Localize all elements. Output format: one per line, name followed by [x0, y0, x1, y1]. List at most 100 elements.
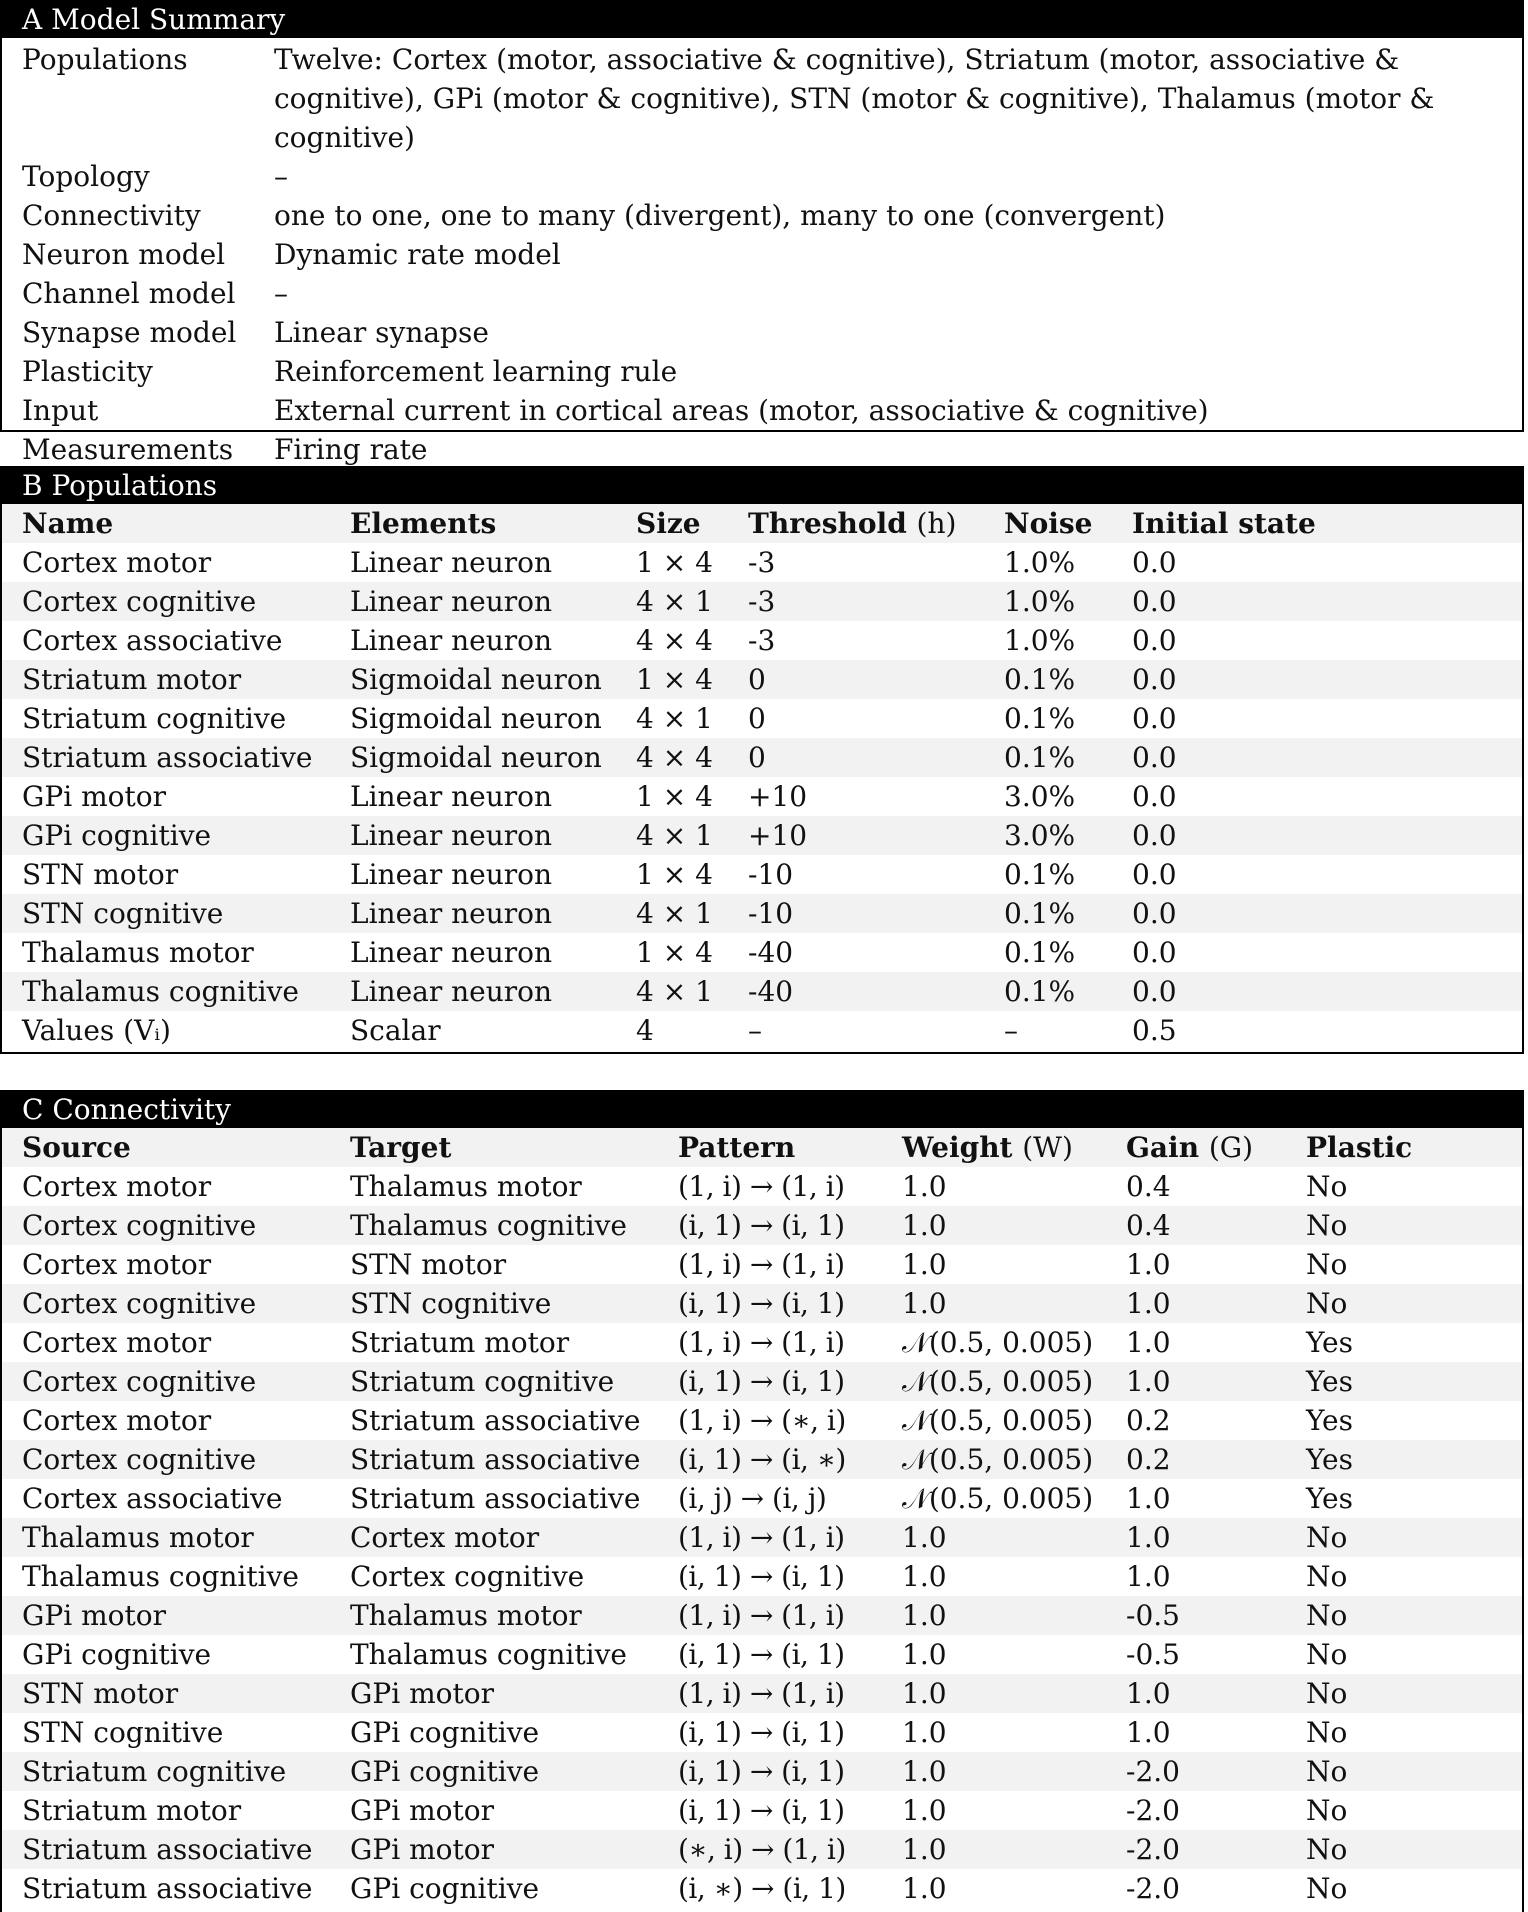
connection-target-cell: Thalamus cognitive: [350, 1209, 627, 1242]
connection-source-cell: Thalamus motor: [22, 1521, 254, 1554]
population-elements-cell: Linear neuron: [350, 858, 553, 891]
connection-gain-cell: -2.0: [1126, 1833, 1180, 1866]
header-source: Source: [22, 1131, 131, 1164]
connection-pattern-cell: (i, 1) → (i, 1): [678, 1287, 845, 1320]
summary-label: Synapse model: [22, 316, 237, 349]
population-elements-cell: Sigmoidal neuron: [350, 663, 602, 696]
summary-row: Connectivity one to one, one to many (div…: [2, 196, 1522, 235]
table-row: GPi cognitive Linear neuron 4 × 1 +10 3.0% 0.…: [2, 816, 1522, 855]
table-row: Striatum associative GPi motor (∗, i) → (1…: [2, 1830, 1522, 1869]
table-row: Striatum associative GPi cognitive (i, ∗) …: [2, 1869, 1522, 1908]
populations-title: B Populations: [2, 468, 1522, 504]
population-name-cell: GPi cognitive: [22, 819, 212, 852]
summary-value: Twelve: Cortex (motor, associative & cog…: [274, 43, 1435, 154]
header-threshold: Threshold (h): [728, 507, 984, 540]
connection-gain-cell: 1.0: [1126, 1287, 1171, 1320]
connection-source-cell: Cortex motor: [22, 1326, 212, 1359]
connection-plastic-cell: No: [1306, 1599, 1348, 1632]
connection-source-cell: Cortex motor: [22, 1404, 212, 1437]
summary-label: Channel model: [22, 277, 236, 310]
population-noise-cell: 1.0%: [1004, 624, 1076, 657]
table-row: Values (Vᵢ) Scalar 4 – – 0.5: [2, 1011, 1522, 1050]
header-name: Name: [22, 507, 114, 540]
table-row: Striatum motor Sigmoidal neuron 1 × 4 0 0.1%…: [2, 660, 1522, 699]
population-initial-cell: 0.0: [1132, 897, 1177, 930]
connection-gain-cell: 1.0: [1126, 1716, 1171, 1749]
connection-plastic-cell: No: [1306, 1794, 1348, 1827]
connection-target-cell: GPi motor: [350, 1833, 494, 1866]
connectivity-title: C Connectivity: [2, 1092, 1522, 1128]
connection-plastic-cell: No: [1306, 1755, 1348, 1788]
connection-weight-cell: 1.0: [902, 1560, 947, 1593]
connection-plastic-cell: No: [1306, 1287, 1348, 1320]
summary-label: Plasticity: [22, 355, 153, 388]
connection-pattern-cell: (i, 1) → (i, 1): [678, 1638, 845, 1671]
connection-source-cell: Cortex cognitive: [22, 1365, 257, 1398]
connection-source-cell: Cortex motor: [22, 1170, 212, 1203]
population-threshold-cell: -40: [748, 975, 794, 1008]
population-initial-cell: 0.0: [1132, 546, 1177, 579]
populations-panel: B Populations Name Elements Size Thresho…: [0, 466, 1524, 1054]
population-threshold-cell: -3: [748, 624, 776, 657]
connection-pattern-cell: (1, i) → (1, i): [678, 1326, 845, 1359]
summary-value: –: [274, 277, 288, 310]
population-elements-cell: Linear neuron: [350, 897, 553, 930]
population-size-cell: 4 × 1: [636, 819, 713, 852]
population-noise-cell: 0.1%: [1004, 897, 1076, 930]
connection-pattern-cell: (1, i) → (1, i): [678, 1170, 845, 1203]
population-threshold-cell: -10: [748, 858, 794, 891]
table-row: Thalamus motor Linear neuron 1 × 4 -40 0.1% 0…: [2, 933, 1522, 972]
summary-row: Synapse model Linear synapse: [2, 313, 1522, 352]
connection-plastic-cell: No: [1306, 1872, 1348, 1905]
summary-value: one to one, one to many (divergent), man…: [274, 199, 1166, 232]
table-row: Cortex motor Linear neuron 1 × 4 -3 1.0% 0.0: [2, 543, 1522, 582]
population-threshold-cell: 0: [748, 663, 766, 696]
header-plastic: Plastic: [1306, 1131, 1413, 1164]
connection-target-cell: Striatum motor: [350, 1326, 570, 1359]
connection-plastic-cell: No: [1306, 1560, 1348, 1593]
connection-source-cell: Cortex cognitive: [22, 1287, 257, 1320]
model-summary-table: Populations Twelve: Cortex (motor, associ…: [2, 38, 1522, 469]
table-row: STN cognitive Linear neuron 4 × 1 -10 0.1% 0.…: [2, 894, 1522, 933]
population-threshold-cell: -3: [748, 546, 776, 579]
connection-weight-cell: 1.0: [902, 1872, 947, 1905]
population-name-cell: Thalamus cognitive: [22, 975, 299, 1008]
population-size-cell: 4 × 1: [636, 897, 713, 930]
connection-gain-cell: 1.0: [1126, 1326, 1171, 1359]
population-noise-cell: 3.0%: [1004, 780, 1076, 813]
connection-target-cell: GPi cognitive: [350, 1872, 540, 1905]
population-noise-cell: 0.1%: [1004, 936, 1076, 969]
table-row: Thalamus motor Cortex motor (1, i) → (1, i…: [2, 1518, 1522, 1557]
connection-pattern-cell: (i, 1) → (i, 1): [678, 1794, 845, 1827]
connection-plastic-cell: No: [1306, 1716, 1348, 1749]
connection-source-cell: Cortex motor: [22, 1248, 212, 1281]
population-size-cell: 4 × 4: [636, 741, 713, 774]
summary-label: Populations: [22, 43, 188, 76]
population-size-cell: 4 × 1: [636, 975, 713, 1008]
connection-gain-cell: 1.0: [1126, 1677, 1171, 1710]
connection-weight-cell: 1.0: [902, 1521, 947, 1554]
connection-source-cell: Striatum associative: [22, 1872, 313, 1905]
population-initial-cell: 0.0: [1132, 936, 1177, 969]
population-elements-cell: Linear neuron: [350, 546, 553, 579]
connection-source-cell: Cortex cognitive: [22, 1209, 257, 1242]
population-elements-cell: Linear neuron: [350, 975, 553, 1008]
summary-row: Channel model –: [2, 274, 1522, 313]
population-initial-cell: 0.0: [1132, 624, 1177, 657]
connection-gain-cell: -2.0: [1126, 1794, 1180, 1827]
connection-weight-cell: 1.0: [902, 1170, 947, 1203]
population-name-cell: Cortex associative: [22, 624, 283, 657]
connection-pattern-cell: (1, i) → (1, i): [678, 1677, 845, 1710]
population-size-cell: 1 × 4: [636, 546, 713, 579]
connection-target-cell: GPi cognitive: [350, 1755, 540, 1788]
connection-plastic-cell: No: [1306, 1248, 1348, 1281]
connection-target-cell: Striatum associative: [350, 1443, 641, 1476]
connection-pattern-cell: (1, i) → (1, i): [678, 1248, 845, 1281]
population-initial-cell: 0.0: [1132, 741, 1177, 774]
population-initial-cell: 0.0: [1132, 585, 1177, 618]
connection-gain-cell: -2.0: [1126, 1755, 1180, 1788]
connection-plastic-cell: No: [1306, 1209, 1348, 1242]
connection-target-cell: GPi cognitive: [350, 1716, 540, 1749]
connection-gain-cell: -2.0: [1126, 1872, 1180, 1905]
table-row: Cortex cognitive STN cognitive (i, 1) → (i…: [2, 1284, 1522, 1323]
